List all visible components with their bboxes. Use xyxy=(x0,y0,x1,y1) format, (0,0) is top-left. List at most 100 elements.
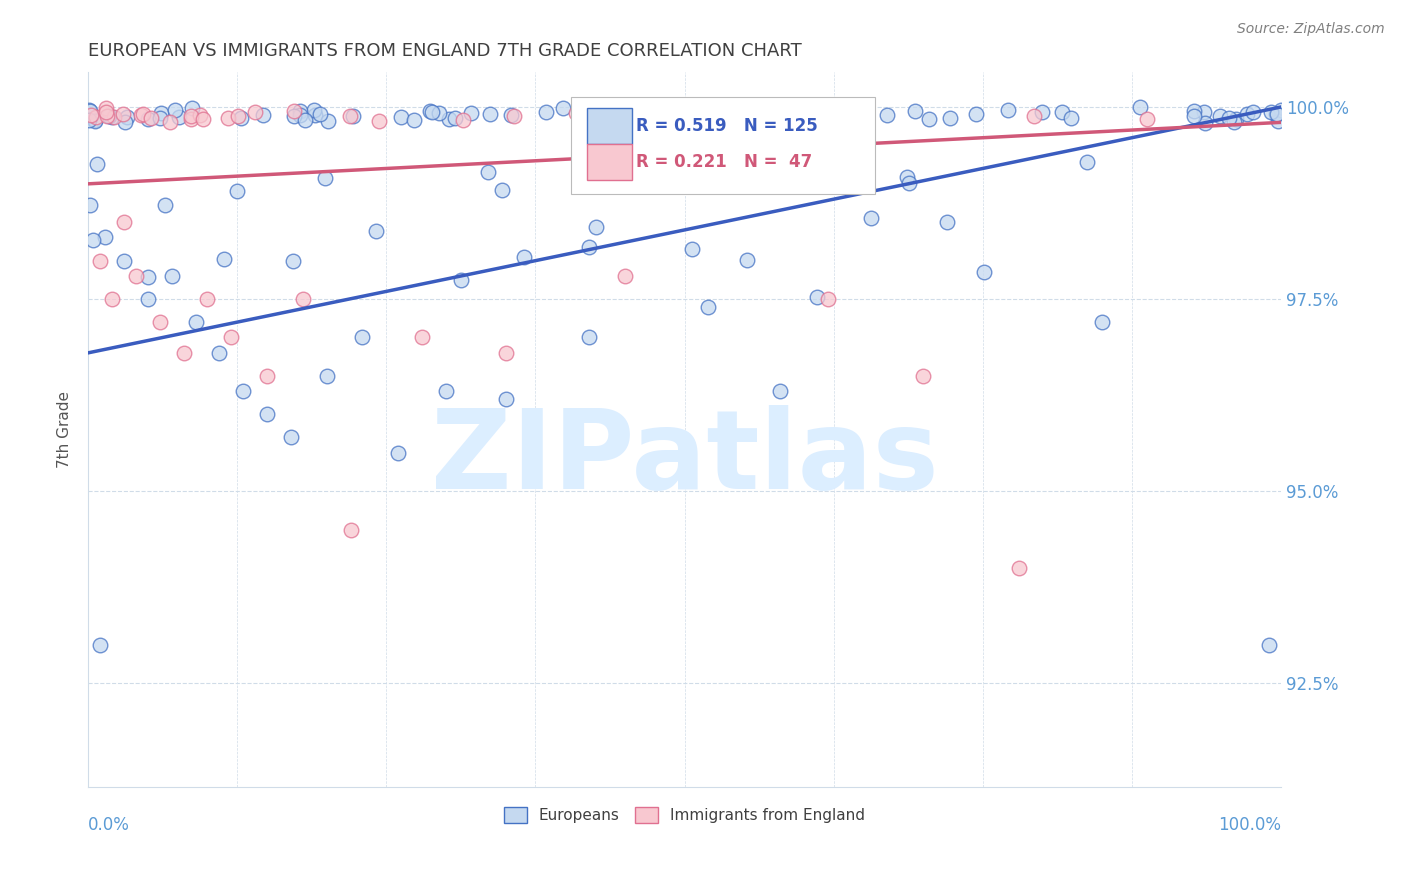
Text: 100.0%: 100.0% xyxy=(1218,815,1281,833)
Point xyxy=(103,110,125,124)
Point xyxy=(495,346,517,360)
Text: Source: ZipAtlas.com: Source: ZipAtlas.com xyxy=(1237,22,1385,37)
Point xyxy=(136,292,159,306)
Point xyxy=(138,112,160,126)
Point xyxy=(965,106,987,120)
Point xyxy=(616,115,638,129)
Point xyxy=(125,268,148,283)
Point xyxy=(846,105,869,120)
Point xyxy=(387,446,409,460)
Point xyxy=(294,113,316,128)
Point xyxy=(1022,109,1045,123)
Point xyxy=(1182,109,1205,123)
Point xyxy=(291,292,314,306)
Point xyxy=(339,523,361,537)
Point xyxy=(1192,104,1215,119)
Point xyxy=(434,384,457,399)
Point xyxy=(1059,111,1081,125)
Point xyxy=(101,292,124,306)
Point xyxy=(796,103,818,118)
Point xyxy=(1209,109,1232,123)
Point xyxy=(159,115,181,129)
Point xyxy=(613,268,636,283)
Point xyxy=(180,112,202,126)
Point xyxy=(502,109,524,123)
Point xyxy=(184,315,207,329)
Point xyxy=(139,111,162,125)
Point xyxy=(112,253,135,268)
Point xyxy=(197,292,219,306)
Point xyxy=(342,109,364,123)
Point xyxy=(697,300,720,314)
Point xyxy=(302,103,325,118)
Point xyxy=(89,253,111,268)
Point xyxy=(918,112,941,126)
Point xyxy=(711,112,734,126)
Point xyxy=(243,104,266,119)
Point xyxy=(79,103,101,117)
Point xyxy=(1270,103,1292,118)
Point xyxy=(898,176,921,190)
Point xyxy=(1136,112,1159,127)
Point xyxy=(404,112,426,127)
Point xyxy=(513,250,536,264)
Point xyxy=(281,253,304,268)
Point xyxy=(936,215,959,229)
Point xyxy=(451,112,474,127)
Point xyxy=(82,233,104,247)
Point xyxy=(896,169,918,184)
Point xyxy=(904,103,927,118)
Point xyxy=(1260,105,1282,120)
Point xyxy=(997,103,1019,117)
Point xyxy=(79,198,101,212)
Point xyxy=(280,430,302,444)
Point xyxy=(578,330,600,344)
Point xyxy=(80,108,103,122)
Point xyxy=(1265,106,1288,120)
Point xyxy=(491,183,513,197)
Point xyxy=(876,108,898,122)
Point xyxy=(112,215,135,229)
Point xyxy=(769,384,792,399)
Point xyxy=(129,108,152,122)
Point xyxy=(578,240,600,254)
Point xyxy=(696,103,718,118)
Point xyxy=(460,106,482,120)
Point xyxy=(208,346,231,360)
Point xyxy=(180,109,202,123)
Point xyxy=(1236,107,1258,121)
Point xyxy=(668,112,690,126)
Point xyxy=(1218,111,1240,125)
Point xyxy=(256,407,278,421)
Point xyxy=(1007,561,1029,575)
Point xyxy=(89,638,111,652)
Point xyxy=(173,346,195,360)
Point xyxy=(149,111,172,125)
Point xyxy=(411,330,433,344)
Point xyxy=(443,111,465,125)
Point xyxy=(585,219,607,234)
Text: R = 0.519   N = 125: R = 0.519 N = 125 xyxy=(636,117,817,135)
Point xyxy=(389,110,412,124)
Point xyxy=(973,265,995,279)
Point xyxy=(256,368,278,383)
Point xyxy=(212,252,235,266)
Point xyxy=(1050,104,1073,119)
Point xyxy=(1031,104,1053,119)
Point xyxy=(352,330,374,344)
Point xyxy=(1264,106,1286,120)
Point xyxy=(94,102,117,116)
Point xyxy=(806,290,828,304)
Point xyxy=(160,268,183,283)
Point xyxy=(437,112,460,126)
Point xyxy=(1091,315,1114,329)
Legend: Europeans, Immigrants from England: Europeans, Immigrants from England xyxy=(498,801,872,830)
Point xyxy=(226,109,249,123)
Point xyxy=(232,384,254,399)
Point xyxy=(226,184,249,198)
Point xyxy=(598,106,620,120)
Point xyxy=(231,111,253,125)
Point xyxy=(101,110,124,124)
Point xyxy=(1194,115,1216,129)
Point xyxy=(83,114,105,128)
